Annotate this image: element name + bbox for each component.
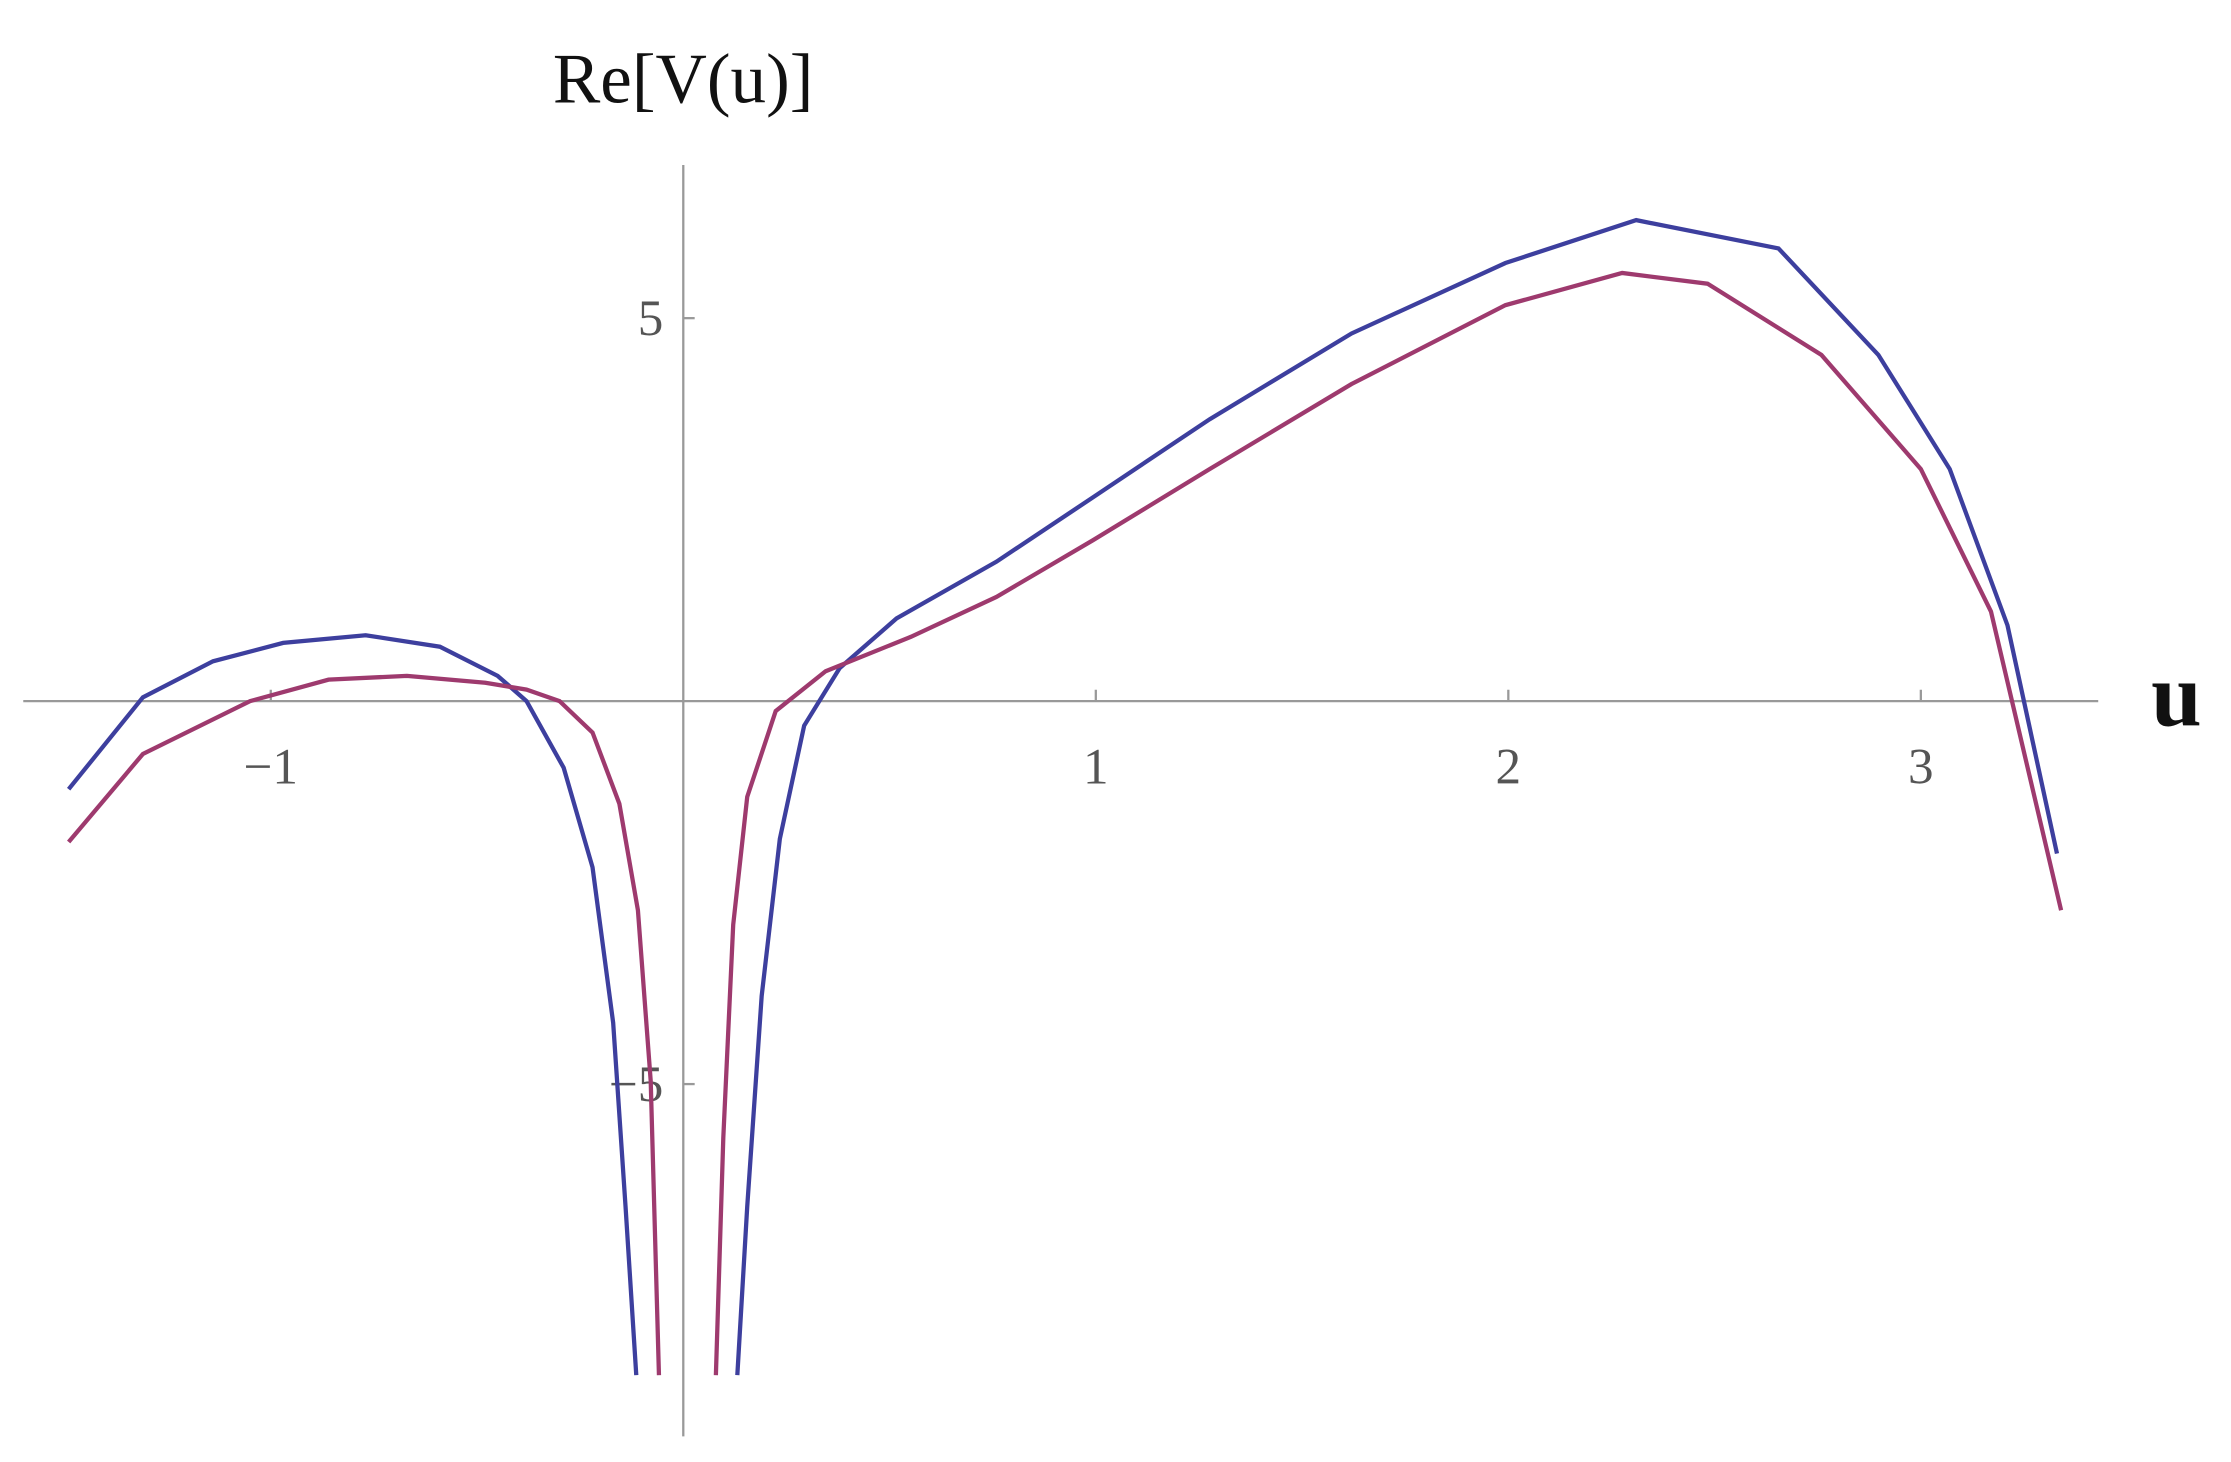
line-series [67, 270, 2064, 1376]
y-tick-label: 5 [638, 290, 664, 347]
x-axis-label: u [2151, 644, 2202, 745]
x-tick-label: 2 [1496, 739, 1522, 796]
x-tick-label: 1 [1083, 739, 1109, 796]
x-tick-label: −1 [244, 739, 298, 796]
line-series [66, 217, 2060, 1376]
y-axis-label: Re[V(u)] [553, 40, 814, 118]
x-tick-label: 3 [1908, 739, 1934, 796]
